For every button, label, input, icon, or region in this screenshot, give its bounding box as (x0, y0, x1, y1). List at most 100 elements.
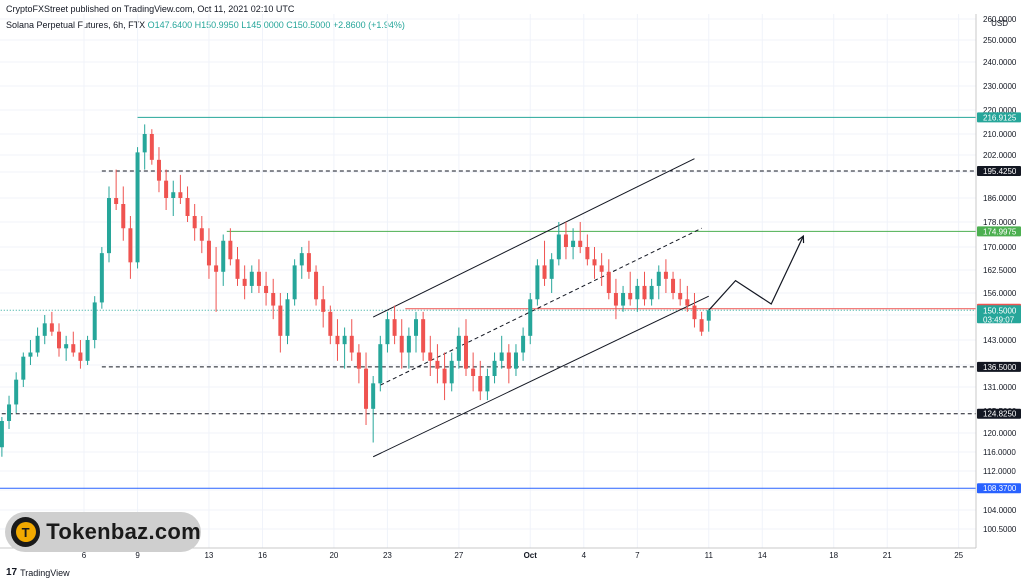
candle-body (342, 335, 347, 345)
candle-body (142, 134, 147, 153)
channel-upper-line (372, 158, 695, 318)
candle-body (613, 293, 618, 306)
candle-body (264, 285, 269, 293)
countdown-label: 03:49:07 (983, 315, 1015, 324)
tradingview-text: TradingView (20, 567, 70, 578)
y-tick-label: 104.0000 (983, 506, 1017, 515)
candle-body (114, 198, 119, 204)
y-tick-label: 202.0000 (983, 151, 1017, 160)
y-tick-label: 100.5000 (983, 525, 1017, 534)
candle-body (0, 421, 4, 448)
candle-body (513, 352, 518, 369)
price-tag-label: 216.9125 (983, 113, 1017, 122)
candle-body (449, 360, 454, 384)
candle-body (628, 293, 633, 300)
candle-body (192, 216, 197, 229)
candle-body (49, 323, 54, 332)
y-tick-label: 156.0000 (983, 289, 1017, 298)
candle-body (164, 180, 169, 198)
price-tag-label: 150.5000 (983, 306, 1017, 315)
y-tick-label: 116.0000 (983, 448, 1016, 457)
candle-body (149, 134, 154, 160)
candle-body (492, 360, 497, 376)
candle-body (249, 271, 254, 286)
candle-body (135, 152, 140, 263)
y-tick-label: 240.0000 (983, 58, 1017, 67)
x-tick-label: 9 (135, 551, 140, 560)
candle-body (14, 379, 19, 405)
candle-body (92, 302, 97, 340)
candle-body (278, 305, 283, 336)
candle-body (414, 319, 419, 336)
y-tick-label: 230.0000 (983, 82, 1017, 91)
tradingview-mark-icon: 17 (6, 567, 18, 578)
price-tag-bg (977, 112, 1021, 123)
candle-body (656, 271, 661, 286)
candle-body (99, 253, 104, 303)
candle-body (214, 265, 219, 272)
logo-text: Tokenbaz.com (46, 519, 201, 544)
y-tick-label: 186.0000 (983, 194, 1017, 203)
y-tick-label: 220.0000 (983, 106, 1017, 115)
candle-body (185, 198, 190, 216)
candle-body (706, 310, 711, 321)
high-value: H150.9950 (194, 20, 239, 30)
tokenbaz-logo: T Tokenbaz.com (5, 512, 201, 552)
candle-body (321, 299, 326, 312)
candle-body (349, 335, 354, 353)
candle-body (685, 299, 690, 306)
tradingview-footer: 17 TradingView (6, 567, 70, 578)
price-tag-label: 195.4250 (983, 167, 1017, 176)
candle-body (128, 228, 133, 263)
y-tick-label: 120.0000 (983, 429, 1017, 438)
candle-body (456, 335, 461, 361)
y-axis[interactable]: 100.5000104.0000108.0000112.0000116.0000… (983, 15, 1017, 534)
candle-body (106, 198, 111, 254)
candle-body (649, 285, 654, 300)
trend-drawings (372, 158, 805, 458)
candle-body (256, 271, 261, 286)
candle-body (621, 293, 626, 306)
candle-body (156, 159, 161, 181)
x-tick-label: 20 (329, 551, 338, 560)
candle-body (235, 259, 240, 279)
price-tag-bg (977, 305, 1021, 324)
x-tick-label: Oct (524, 551, 538, 560)
x-axis[interactable]: 6 9 13 16 20 23 27 Oct 4 7 11 14 18 21 25 (82, 551, 964, 560)
candle-body (406, 335, 411, 353)
price-levels (0, 116, 976, 489)
candle-body (285, 299, 290, 336)
x-tick-label: 13 (204, 551, 213, 560)
candle-body (371, 383, 376, 409)
price-tag-bg (977, 226, 1021, 237)
candle-body (578, 240, 583, 247)
y-tick-label: 178.0000 (983, 218, 1017, 227)
price-tag-bg (977, 483, 1021, 494)
open-value: O147.6400 (147, 20, 193, 30)
candle-body (221, 240, 226, 272)
candle-body (335, 335, 340, 345)
candle-body (663, 271, 668, 279)
candle-body (585, 247, 590, 260)
x-tick-label: 21 (883, 551, 892, 560)
candle-body (556, 234, 561, 260)
candlesticks (0, 124, 711, 457)
candle-body (499, 352, 504, 361)
candle-body (171, 192, 176, 198)
y-tick-label: 260.0000 (983, 15, 1017, 24)
grid (0, 14, 976, 548)
candle-body (471, 368, 476, 376)
x-tick-label: 27 (454, 551, 463, 560)
candle-body (299, 253, 304, 266)
candle-body (7, 404, 12, 421)
candle-body (71, 344, 76, 353)
candle-body (78, 352, 83, 361)
candle-body (592, 259, 597, 266)
candle-body (485, 376, 490, 392)
candle-body (478, 376, 483, 392)
channel-mid-line (380, 227, 702, 386)
x-tick-label: 16 (258, 551, 267, 560)
candle-body (678, 293, 683, 300)
candle-body (314, 271, 319, 300)
